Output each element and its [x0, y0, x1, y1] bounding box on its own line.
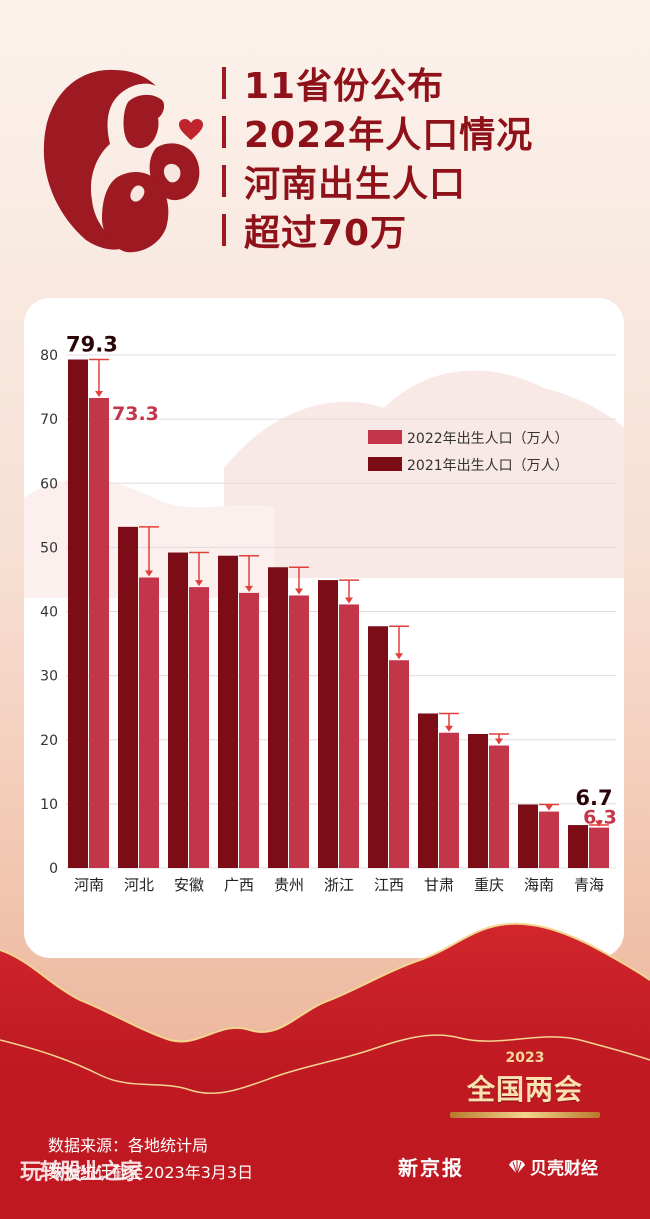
x-axis-ticks: 河南 河北 安徽 广西 贵州 浙江 江西 甘肃 重庆 海南 青海 — [74, 876, 604, 894]
brand-beike: 贝壳财经 — [508, 1154, 598, 1179]
x-tick-label: 河北 — [124, 876, 154, 894]
headline-bar — [222, 115, 226, 148]
bar-2022-重庆 — [489, 745, 509, 868]
logo-year: 2023 — [505, 1050, 545, 1066]
two-sessions-logo: 2023 全国两会 — [445, 1050, 605, 1118]
y-tick-label: 50 — [40, 540, 58, 556]
headline: 11省份公布 2022年人口情况 河南出生人口 超过70万 — [222, 58, 642, 254]
arrow-head — [545, 804, 553, 811]
headline-text-3: 河南出生人口 — [244, 163, 467, 205]
bars — [68, 359, 609, 868]
x-tick-label: 贵州 — [274, 876, 304, 894]
data-label: 73.3 — [112, 403, 159, 425]
bar-2022-河南 — [89, 397, 109, 868]
arrow-head — [595, 820, 603, 827]
arrow-head — [395, 653, 403, 660]
bar-2021-广西 — [218, 555, 238, 868]
bar-2021-重庆 — [468, 733, 488, 868]
x-tick-label: 重庆 — [474, 876, 504, 894]
bar-2021-安徽 — [168, 552, 188, 868]
legend-label: 2022年出生人口（万人） — [407, 431, 569, 447]
headline-line-2: 2022年人口情况 — [222, 107, 642, 156]
data-source: 数据来源：各地统计局 — [48, 1136, 209, 1155]
x-tick-label: 甘肃 — [424, 876, 454, 894]
arrow-head — [95, 390, 103, 397]
headline-text-4: 超过70万 — [244, 212, 408, 254]
arrow-head — [245, 585, 253, 592]
data-label: 6.7 — [575, 786, 612, 810]
bar-2022-安徽 — [189, 587, 209, 868]
y-axis-ticks: 0 10 20 30 40 50 60 70 80 — [40, 348, 58, 877]
footer-notes: 数据来源：各地统计局 数据统计截至2023年3月3日 — [48, 1132, 253, 1186]
data-label: 79.3 — [66, 332, 118, 356]
headline-line-3: 河南出生人口 — [222, 156, 642, 205]
bar-2021-河南 — [68, 359, 88, 868]
y-tick-label: 0 — [49, 861, 58, 877]
x-tick-label: 江西 — [374, 876, 404, 894]
bar-2021-青海 — [568, 825, 588, 868]
arrow-head — [495, 738, 503, 745]
data-label: 6.3 — [583, 807, 617, 829]
x-tick-label: 浙江 — [324, 876, 354, 894]
x-tick-label: 青海 — [574, 876, 604, 894]
y-tick-label: 10 — [40, 797, 58, 813]
bar-2022-河北 — [139, 577, 159, 868]
legend-swatch — [368, 457, 402, 471]
headline-line-4: 超过70万 — [222, 205, 642, 254]
logo-base — [450, 1112, 600, 1118]
y-tick-label: 80 — [40, 348, 58, 364]
bar-2021-贵州 — [268, 567, 288, 868]
logo-name: 全国两会 — [466, 1073, 583, 1106]
x-tick-label: 海南 — [524, 876, 554, 894]
shell-icon — [509, 1159, 525, 1174]
bar-2021-海南 — [518, 804, 538, 868]
chart-card: 0 10 20 30 40 50 60 70 80 河南 河北 安徽 广西 贵州 浙江 江西 甘肃 重庆 海南 青海… — [24, 298, 624, 958]
legend-swatch — [368, 430, 402, 444]
y-tick-label: 60 — [40, 476, 58, 492]
data-labels: 79.3 73.3 6.76.3 — [66, 332, 617, 828]
brand-beike-text: 贝壳财经 — [530, 1159, 598, 1179]
mountain-band — [0, 922, 650, 1219]
brand-xinjingbao: 新京报 — [398, 1156, 464, 1180]
bar-2022-广西 — [239, 592, 259, 868]
bar-2022-青海 — [589, 827, 609, 868]
bar-2022-江西 — [389, 660, 409, 868]
bar-2022-甘肃 — [439, 732, 459, 868]
bar-chart: 0 10 20 30 40 50 60 70 80 河南 河北 安徽 广西 贵州 浙江 江西 甘肃 重庆 海南 青海… — [24, 332, 624, 894]
headline-bar — [222, 213, 226, 246]
bar-2022-贵州 — [289, 595, 309, 868]
bar-2021-江西 — [368, 626, 388, 868]
x-tick-label: 安徽 — [174, 876, 204, 894]
headline-bar — [222, 66, 226, 99]
bar-2021-河北 — [118, 526, 138, 868]
y-tick-label: 30 — [40, 669, 58, 685]
x-tick-label: 河南 — [74, 876, 104, 894]
mountain-decoration — [224, 370, 624, 578]
headline-text-2: 2022年人口情况 — [244, 114, 534, 156]
arrow-head — [445, 725, 453, 732]
watermark: 玩转股业之家 — [20, 1160, 142, 1185]
bar-2022-海南 — [539, 811, 559, 868]
y-tick-label: 70 — [40, 412, 58, 428]
x-tick-label: 广西 — [224, 876, 254, 894]
arrow-head — [195, 580, 203, 587]
arrow-head — [295, 588, 303, 595]
bar-2022-浙江 — [339, 604, 359, 868]
headline-line-1: 11省份公布 — [222, 58, 642, 107]
mother-child-icon — [43, 69, 200, 253]
y-tick-label: 20 — [40, 733, 58, 749]
legend: 2022年出生人口（万人） 2021年出生人口（万人） — [368, 430, 569, 474]
heart-icon — [179, 119, 203, 140]
arrow-head — [345, 597, 353, 604]
data-date: 数据统计截至2023年3月3日 — [48, 1163, 254, 1182]
arrow-head — [145, 570, 153, 577]
headline-bar — [222, 164, 226, 197]
bar-2021-甘肃 — [418, 713, 438, 868]
headline-text-1: 11省份公布 — [244, 65, 445, 107]
change-arrows — [89, 358, 609, 827]
bar-2021-浙江 — [318, 580, 338, 868]
legend-label: 2021年出生人口（万人） — [407, 458, 569, 474]
y-tick-label: 40 — [40, 605, 58, 621]
